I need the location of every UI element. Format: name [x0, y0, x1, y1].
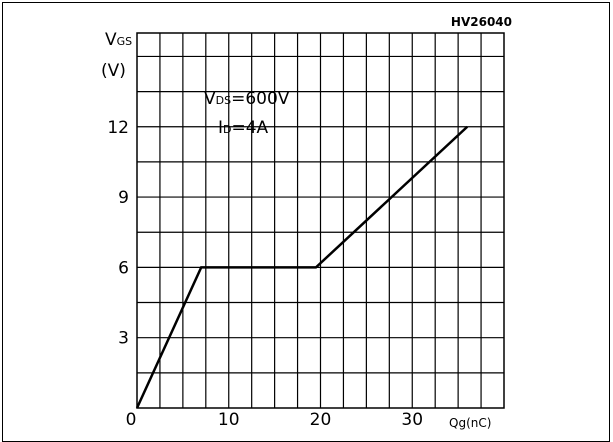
grid [137, 33, 504, 408]
x-tick-label: 20 [310, 410, 332, 430]
plot-border [136, 32, 505, 409]
x-tick-label: 30 [401, 410, 423, 430]
annotation-vds-symbol: V [204, 89, 216, 109]
series-layer [135, 125, 469, 409]
x-axis-symbol: Q [449, 416, 458, 430]
annotation-id: ID=4A [218, 118, 269, 138]
x-tick-label: 10 [218, 410, 240, 430]
x-axis-subscript: g [458, 416, 466, 430]
annotation-id-symbol: I [218, 118, 223, 138]
y-tick-label: 6 [118, 258, 129, 278]
y-axis-symbol: V [105, 30, 117, 50]
figure-id: HV26040 [451, 15, 512, 29]
y-tick-label: 9 [118, 188, 129, 208]
series-line [135, 125, 469, 409]
y-axis-unit: (V) [101, 61, 126, 81]
annotation-id-value: =4A [232, 118, 269, 138]
annotation-id-subscript: D [223, 123, 231, 136]
y-tick-label: 3 [118, 329, 129, 349]
y-axis-label: VGS [105, 30, 132, 50]
y-tick-label: 12 [107, 118, 129, 138]
x-axis-unit: (nC) [466, 416, 491, 430]
tick-labels: 10 20 30 3 6 9 12 [107, 118, 423, 430]
origin-label: 0 [126, 410, 137, 430]
annotation-vds-subscript: DS [216, 94, 231, 107]
x-axis-label: Qg(nC) [449, 416, 491, 430]
annotation-vds-value: =600V [231, 89, 290, 109]
y-axis-subscript: GS [117, 35, 133, 48]
annotation-vds: VDS=600V [204, 89, 290, 109]
